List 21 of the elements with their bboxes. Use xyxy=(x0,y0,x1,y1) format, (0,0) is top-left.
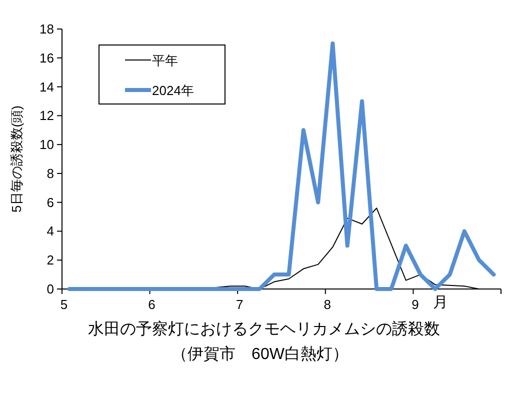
y-tick-label: 4 xyxy=(46,224,54,239)
legend-label: 平年 xyxy=(152,53,178,68)
x-tick-label: 9 xyxy=(412,297,419,312)
legend-label: 2024年 xyxy=(152,83,194,98)
y-tick-label: 2 xyxy=(46,252,54,268)
y-tick-label: 6 xyxy=(46,194,54,210)
y-tick-label: 16 xyxy=(40,50,54,66)
y-axis-title: 5日毎の誘殺数(頭) xyxy=(9,106,24,212)
y-tick-label: 0 xyxy=(46,282,54,296)
x-tick-label: 8 xyxy=(324,297,332,312)
x-tick-label: 7 xyxy=(236,297,244,312)
y-tick-label: 10 xyxy=(40,137,54,152)
text: （伊賀市 60W白熱灯） xyxy=(172,345,348,363)
y-tick-label: 8 xyxy=(46,166,54,181)
text: 月 xyxy=(433,294,448,311)
y-tick-label: 12 xyxy=(40,108,54,124)
text: 水田の予察灯におけるクモヘリカメムシの誘殺数 xyxy=(88,320,440,338)
x-tick-label: 5 xyxy=(60,297,68,312)
x-tick-label: 6 xyxy=(148,297,156,312)
y-tick-label: 18 xyxy=(40,22,54,36)
y-tick-label: 14 xyxy=(40,79,54,94)
